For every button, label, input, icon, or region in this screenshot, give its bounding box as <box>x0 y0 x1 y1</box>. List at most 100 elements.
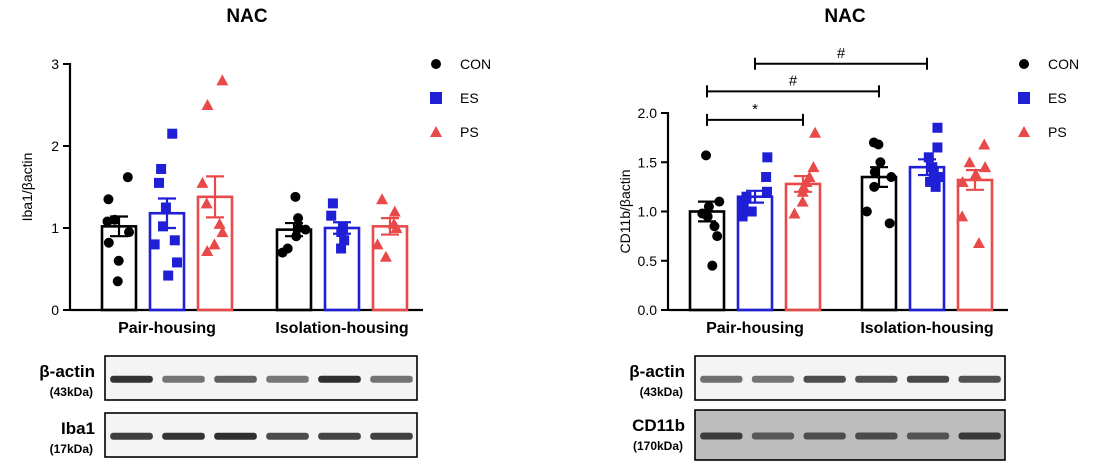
data-point-ps <box>788 207 801 219</box>
blot-frame <box>694 355 1006 401</box>
data-point-ps <box>972 237 985 249</box>
y-tick-label: 1 <box>51 220 59 236</box>
legend-marker-es <box>1018 92 1030 104</box>
blot-band <box>855 375 898 383</box>
data-point-con <box>702 211 713 222</box>
data-point-con <box>707 260 718 271</box>
data-point-ps <box>213 217 226 229</box>
category-label: Isolation-housing <box>275 320 408 337</box>
data-point-es <box>925 176 936 187</box>
legend-marker-es <box>430 92 442 104</box>
data-point-es <box>339 235 350 246</box>
data-point-con <box>861 206 872 217</box>
data-point-con <box>886 172 897 183</box>
data-point-ps <box>809 126 822 138</box>
data-point-ps <box>208 238 221 250</box>
bar-con <box>860 175 898 312</box>
blot-label: β-actin <box>629 362 685 381</box>
data-point-ps <box>201 244 214 256</box>
blot-band <box>906 375 950 383</box>
data-point-con <box>291 231 302 242</box>
blot-size-label: (17kDa) <box>50 442 93 456</box>
data-point-es <box>327 198 338 209</box>
blot-band <box>855 432 898 440</box>
blot-band <box>110 432 153 440</box>
blot-band <box>162 432 205 440</box>
category-label: Isolation-housing <box>860 320 993 337</box>
blot-label: β-actin <box>39 362 95 381</box>
blot-band <box>162 375 205 383</box>
data-point-es <box>326 210 337 221</box>
data-point-es <box>737 201 748 212</box>
legend-label: PS <box>1048 124 1067 140</box>
data-point-con <box>884 218 895 229</box>
data-point-con <box>703 201 714 212</box>
blot-frame <box>694 409 1006 461</box>
data-point-ps <box>390 222 403 233</box>
bar-con <box>275 228 313 312</box>
data-point-con <box>102 216 113 227</box>
data-point-con <box>113 255 124 266</box>
legend-label: ES <box>1048 90 1067 106</box>
data-point-es <box>746 206 757 217</box>
blot-band <box>318 432 361 440</box>
data-point-es <box>932 142 943 153</box>
data-point-es <box>761 186 772 197</box>
blot-band <box>266 432 309 440</box>
blot-band <box>803 375 846 383</box>
data-point-es <box>172 257 183 268</box>
legend-marker-con <box>431 59 441 69</box>
y-axis-label: Iba1/βactin <box>19 153 35 222</box>
data-point-ps <box>979 161 992 173</box>
data-point-ps <box>371 238 384 250</box>
blot-band <box>803 432 846 440</box>
data-point-ps <box>200 197 213 209</box>
data-point-con <box>873 139 884 150</box>
legend-marker-ps <box>1018 126 1030 137</box>
legend-label: CON <box>460 56 491 72</box>
data-point-es <box>923 152 934 163</box>
significance-label: * <box>752 101 758 118</box>
data-point-con <box>869 181 880 192</box>
data-point-es <box>169 235 180 246</box>
y-tick-label: 2 <box>51 138 59 154</box>
category-label: Pair-housing <box>118 320 216 337</box>
blot-band <box>958 375 1001 383</box>
data-point-con <box>709 221 720 232</box>
blot-band <box>110 375 153 383</box>
data-point-con <box>701 150 712 161</box>
data-point-ps <box>963 156 976 168</box>
legend-label: CON <box>1048 56 1079 72</box>
data-point-ps <box>388 205 401 217</box>
data-point-ps <box>196 176 209 188</box>
data-point-ps <box>969 168 982 180</box>
data-point-con <box>712 231 723 242</box>
legend-marker-con <box>1019 59 1029 69</box>
data-point-ps <box>376 193 389 205</box>
data-point-es <box>932 122 943 133</box>
blot-band <box>214 432 257 440</box>
data-point-ps <box>956 210 969 222</box>
y-tick-label: 1.0 <box>638 204 658 220</box>
data-point-es <box>336 227 347 238</box>
data-point-es <box>156 163 167 174</box>
data-point-con <box>290 191 301 202</box>
data-point-es <box>930 181 941 192</box>
data-point-ps <box>796 185 809 197</box>
chart-panel-1: NAC Iba1/βactin 0 1 2 3 Pair-housing Isolation-… <box>19 6 491 458</box>
legend-marker-ps <box>430 126 442 137</box>
blot-band <box>700 375 743 383</box>
y-tick-label: 0.5 <box>638 253 658 269</box>
y-tick-label: 1.5 <box>638 154 658 170</box>
blot-band <box>700 432 743 440</box>
data-point-con <box>869 167 880 178</box>
data-point-es <box>153 177 164 188</box>
blot-band <box>906 432 950 440</box>
data-point-es <box>762 152 773 163</box>
data-point-con <box>875 157 886 168</box>
data-point-con <box>103 237 114 248</box>
chart-panel-2: NAC CD11b/βactin 0.0 0.5 1.0 1.5 2.0 Pair-housi… <box>617 6 1079 461</box>
blot-size-label: (43kDa) <box>640 385 683 399</box>
data-point-es <box>158 221 169 232</box>
